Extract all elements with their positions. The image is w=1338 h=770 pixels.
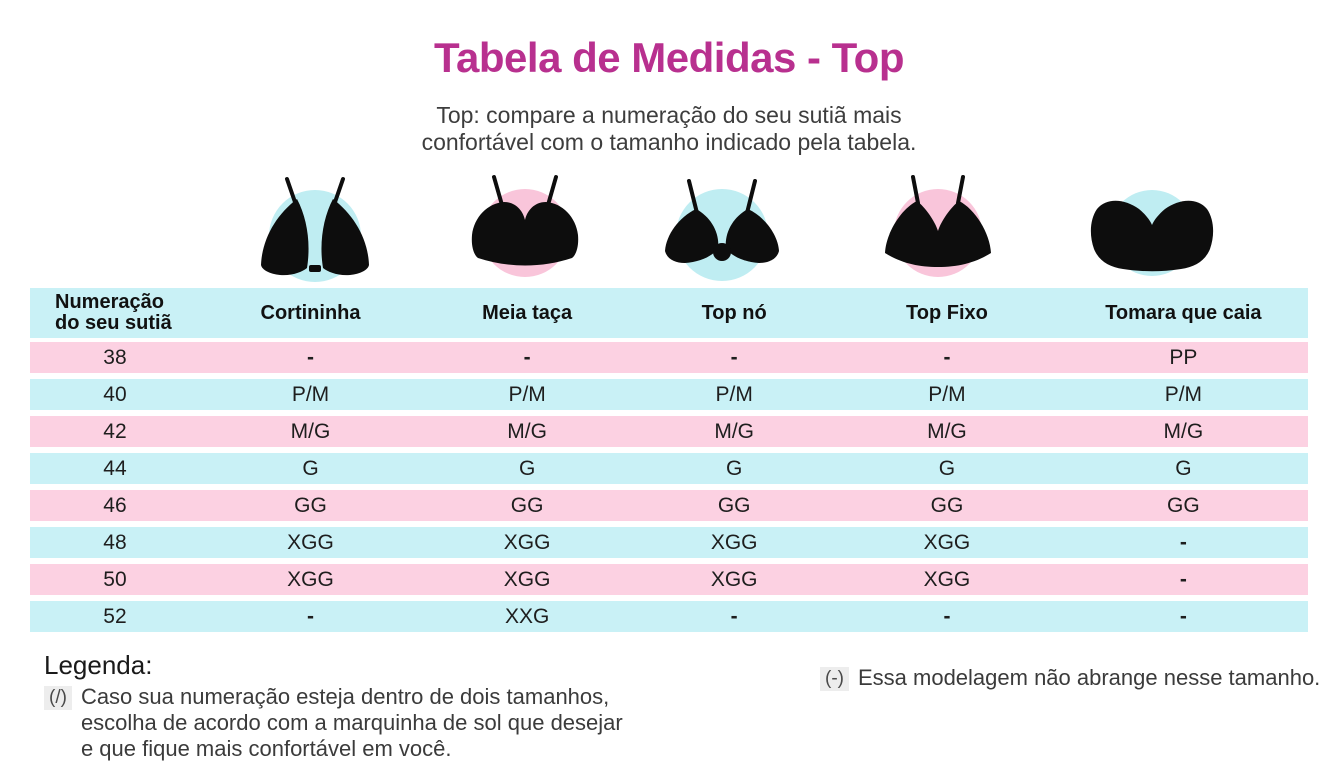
size-value-cell: GG xyxy=(294,493,327,517)
slash-legend-text: Caso sua numeração esteja dentro de dois… xyxy=(81,684,623,762)
size-value-cell: P/M xyxy=(291,382,330,406)
size-value-cell: - xyxy=(307,345,315,369)
slash-marker: (/) xyxy=(44,686,72,710)
cortininha-top-icon xyxy=(261,177,369,282)
size-value-cell: - xyxy=(943,345,951,369)
corner-header: Numeração do seu sutiã xyxy=(30,288,200,338)
legend-item-slash: (/) Caso sua numeração esteja dentro de … xyxy=(44,684,634,762)
size-value-cell: P/M xyxy=(928,382,966,406)
corner-header-line-1: Numeração xyxy=(55,291,164,313)
table-row: 50 XGG XGG XGG XGG - xyxy=(30,564,1308,595)
table-row: 42 M/G M/G M/G M/G M/G xyxy=(30,416,1308,447)
size-value-cell: - xyxy=(1179,604,1187,628)
row-size-label: 50 xyxy=(103,567,127,591)
dash-legend-text: Essa modelagem não abrange nesse tamanho… xyxy=(857,665,1321,690)
subtitle-line-2: confortável com o tamanho indicado pela … xyxy=(421,129,917,155)
size-value-cell: M/G xyxy=(714,419,754,443)
legend-item-dash: (-) Essa modelagem não abrange nesse tam… xyxy=(820,665,1320,691)
row-size-label: 42 xyxy=(103,419,127,443)
size-value-cell: - xyxy=(730,345,738,369)
size-value-cell: GG xyxy=(930,493,964,517)
row-size-label: 38 xyxy=(103,345,127,369)
size-value-cell: P/M xyxy=(508,382,546,406)
slash-legend-line-1: Caso sua numeração esteja dentro de dois… xyxy=(80,684,610,709)
top-fixo-illustration xyxy=(863,173,1013,283)
size-value-cell: M/G xyxy=(290,419,331,443)
corner-header-line-2: do seu sutiã xyxy=(55,312,172,334)
table-row: 44 G G G G G xyxy=(30,453,1308,484)
table-row: 52 - XXG - - - xyxy=(30,601,1308,632)
subtitle-line-1: Top: compare a numeração do seu sutiã ma… xyxy=(436,102,902,128)
size-value-cell: M/G xyxy=(927,419,967,443)
slash-legend-line-2: escolha de acordo com a marquinha de sol… xyxy=(80,710,623,735)
table-row: 38 - - - - PP xyxy=(30,342,1308,373)
size-value-cell: GG xyxy=(717,493,751,517)
table-row: 40 P/M P/M P/M P/M P/M xyxy=(30,379,1308,410)
table-header-row: Numeração do seu sutiã Cortininha Meia t… xyxy=(30,288,1308,338)
size-value-cell: P/M xyxy=(715,382,753,406)
size-table: Numeração do seu sutiã Cortininha Meia t… xyxy=(30,288,1308,638)
size-value-cell: - xyxy=(307,604,315,628)
legend-heading: Legenda: xyxy=(44,650,153,680)
tomara-que-caia-illustration xyxy=(1077,173,1227,283)
top-no-icon xyxy=(665,179,779,281)
size-value-cell: P/M xyxy=(1164,382,1203,406)
size-value-cell: G xyxy=(518,456,536,480)
row-size-label: 44 xyxy=(103,456,127,480)
size-value-cell: G xyxy=(938,456,956,480)
column-header-meia-taca: Meia taça xyxy=(482,301,573,324)
column-header-top-fixo: Top Fixo xyxy=(906,301,988,324)
row-size-label: 48 xyxy=(103,530,127,554)
size-value-cell: M/G xyxy=(1163,419,1204,443)
tomara-que-caia-icon xyxy=(1090,190,1214,276)
size-value-cell: PP xyxy=(1169,345,1198,369)
column-header-cortininha: Cortininha xyxy=(260,301,361,324)
size-value-cell: GG xyxy=(510,493,544,517)
size-value-cell: XGG xyxy=(923,567,971,591)
size-value-cell: GG xyxy=(1167,493,1200,517)
size-value-cell: G xyxy=(302,456,319,480)
cortininha-top-illustration xyxy=(240,173,390,283)
page-title: Tabela de Medidas - Top xyxy=(433,34,905,81)
size-value-cell: G xyxy=(1175,456,1192,480)
size-value-cell: G xyxy=(725,456,743,480)
size-value-cell: XXG xyxy=(504,604,550,628)
size-value-cell: XGG xyxy=(710,567,758,591)
row-size-label: 40 xyxy=(103,382,127,406)
subtitle: Top: compare a numeração do seu sutiã ma… xyxy=(0,102,1338,156)
dash-marker: (-) xyxy=(820,667,849,691)
size-value-cell: - xyxy=(1179,530,1187,554)
slash-legend-line-3: e que fique mais confortável em você. xyxy=(80,736,452,761)
row-size-label: 46 xyxy=(103,493,127,517)
top-fixo-icon xyxy=(885,175,991,277)
size-value-cell: XGG xyxy=(503,567,551,591)
size-value-cell: - xyxy=(523,345,531,369)
size-table-body: 38 - - - - PP 40 P/M P/M P/M P/M P/M 42 M/G M/G M/G M/G M… xyxy=(30,342,1308,632)
size-value-cell: XGG xyxy=(287,567,334,591)
size-value-cell: M/G xyxy=(507,419,547,443)
size-value-cell: XGG xyxy=(287,530,334,554)
size-value-cell: XGG xyxy=(923,530,971,554)
column-header-tomara-que-caia: Tomara que caia xyxy=(1105,301,1262,324)
table-row: 46 GG GG GG GG GG xyxy=(30,490,1308,521)
row-size-label: 52 xyxy=(103,604,127,628)
meia-taca-top-illustration xyxy=(450,173,600,283)
top-no-illustration xyxy=(647,173,797,283)
size-value-cell: XGG xyxy=(710,530,758,554)
size-value-cell: - xyxy=(730,604,738,628)
size-value-cell: - xyxy=(1179,567,1187,591)
meia-taca-top-icon xyxy=(471,175,579,277)
size-value-cell: XGG xyxy=(503,530,551,554)
size-value-cell: - xyxy=(943,604,951,628)
column-header-top-no: Top nó xyxy=(701,301,767,324)
table-row: 48 XGG XGG XGG XGG - xyxy=(30,527,1308,558)
